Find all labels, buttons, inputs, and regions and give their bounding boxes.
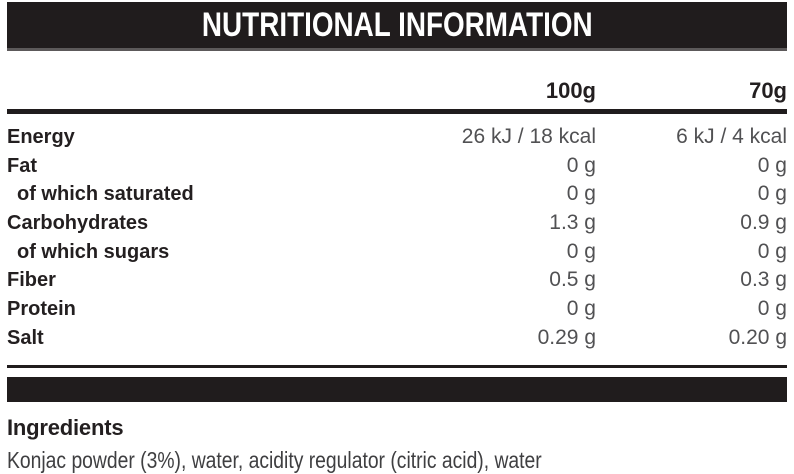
nutrient-label: Protein [7,298,76,321]
table-row: Protein 0 g 0 g [7,295,787,324]
nutrition-title-bar: NUTRITIONAL INFORMATION [7,2,787,51]
table-row: of which saturated 0 g 0 g [7,180,787,209]
nutrient-label: of which sugars [17,240,170,263]
value-per-70g: 0.3 g [740,268,787,292]
table-row: Energy 26 kJ / 18 kcal 6 kJ / 4 kcal [7,123,787,152]
nutrition-title: NUTRITIONAL INFORMATION [201,6,593,44]
column-header-row: 100g 70g [7,51,787,109]
value-per-100g: 0 g [566,153,596,177]
footer-rule [7,364,787,368]
table-row: Salt 0.29 g 0.20 g [7,324,787,353]
nutrient-label: Fiber [7,269,56,292]
value-per-70g: 0.20 g [728,325,787,349]
nutrient-label: of which saturated [17,183,194,206]
nutrient-label: Carbohydrates [7,212,149,235]
nutrient-label: Fat [7,154,37,177]
table-row: Fat 0 g 0 g [7,152,787,181]
separator-bar [7,376,787,402]
value-per-100g: 0.29 g [537,325,596,349]
table-row: of which sugars 0 g 0 g [7,238,787,267]
value-per-100g: 1.3 g [549,211,596,235]
value-per-100g: 0 g [566,297,596,321]
value-per-70g: 0 g [757,153,787,177]
value-per-70g: 0 g [757,182,787,206]
header-rule [7,109,787,114]
nutrient-label: Energy [7,126,75,148]
value-per-70g: 0 g [757,297,787,321]
nutrition-table: 100g 70g Energy 26 kJ / 18 kcal 6 kJ / 4… [7,51,787,402]
nutrient-label: Salt [7,326,44,349]
value-per-100g: 26 kJ / 18 kcal [461,125,596,148]
value-per-70g: 0.9 g [740,211,787,235]
ingredients-text: Konjac powder (3%), water, acidity regul… [7,447,542,473]
ingredients-heading: Ingredients [7,415,124,440]
value-per-70g: 0 g [757,239,787,263]
column-header-100g: 100g [545,78,596,103]
value-per-100g: 0.5 g [549,268,596,292]
table-row: Carbohydrates 1.3 g 0.9 g [7,209,787,238]
nutrition-rows: Energy 26 kJ / 18 kcal 6 kJ / 4 kcal Fat… [7,114,787,353]
column-header-70g: 70g [749,78,787,103]
value-per-100g: 0 g [566,239,596,263]
value-per-70g: 6 kJ / 4 kcal [676,125,787,148]
ingredients-section: Ingredients Konjac powder (3%), water, a… [7,415,787,473]
value-per-100g: 0 g [566,182,596,206]
table-row: Fiber 0.5 g 0.3 g [7,266,787,295]
